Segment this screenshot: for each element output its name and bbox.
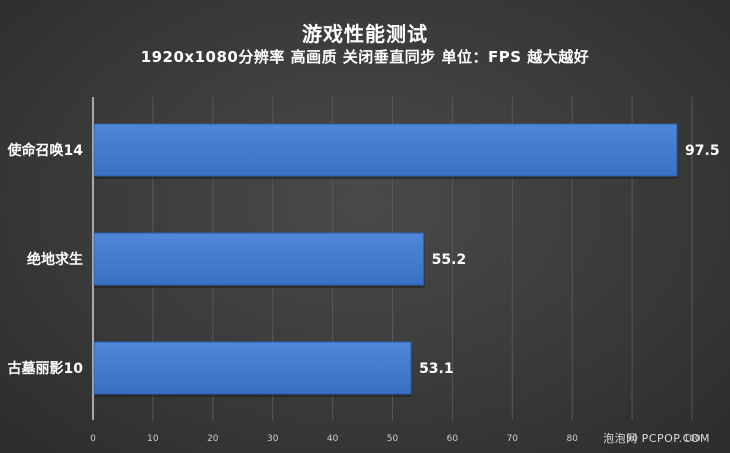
bar-2 xyxy=(93,341,412,395)
x-tick-label-30: 30 xyxy=(267,434,279,444)
chart-title: 游戏性能测试 xyxy=(302,22,428,46)
bar-0 xyxy=(93,123,678,177)
bar-1 xyxy=(93,232,425,286)
x-tick-label-100: 100 xyxy=(683,434,700,444)
category-label-1: 绝地求生 xyxy=(27,251,83,268)
value-label-2: 53.1 xyxy=(419,361,454,377)
value-label-1: 55.2 xyxy=(432,252,467,268)
category-label-0: 使命召唤14 xyxy=(7,142,84,159)
x-tick-label-70: 70 xyxy=(507,434,519,444)
x-tick-label-80: 80 xyxy=(566,434,578,444)
category-label-2: 古墓丽影10 xyxy=(8,360,84,377)
x-tick-label-50: 50 xyxy=(387,434,399,444)
x-tick-label-90: 90 xyxy=(626,434,638,444)
x-tick-label-10: 10 xyxy=(147,434,159,444)
chart-subtitle: 1920x1080分辨率 高画质 关闭垂直同步 单位：FPS 越大越好 xyxy=(140,48,590,66)
value-label-0: 97.5 xyxy=(685,143,720,159)
x-tick-label-60: 60 xyxy=(447,434,459,444)
x-tick-label-40: 40 xyxy=(327,434,339,444)
x-tick-label-20: 20 xyxy=(207,434,219,444)
watermark: 泡泡网 PCPOP.COM xyxy=(603,432,710,445)
x-tick-label-0: 0 xyxy=(90,434,96,444)
